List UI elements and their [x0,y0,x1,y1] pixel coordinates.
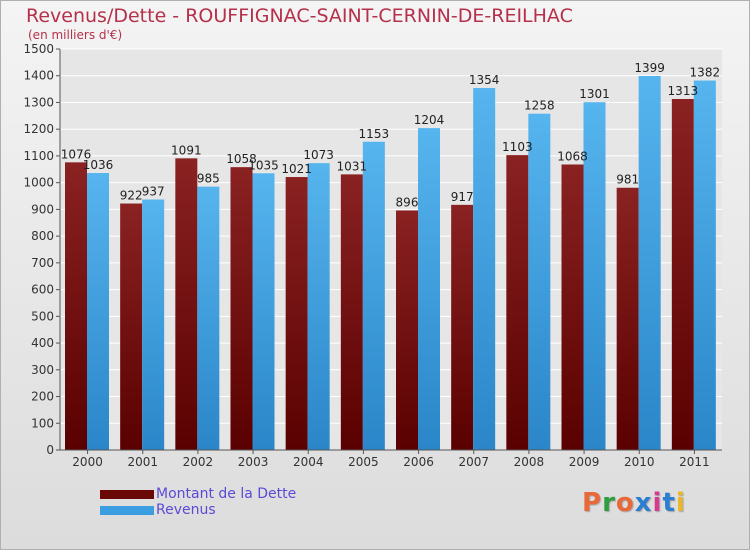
y-tick-label: 1200 [23,122,54,136]
data-label-dette-2009: 1068 [557,149,588,163]
bar-revenus-2007 [473,88,496,450]
chart-title: Revenus/Dette - ROUFFIGNAC-SAINT-CERNIN-… [26,5,573,27]
data-label-revenus-2003: 1035 [248,158,279,172]
bar-dette-2011 [671,98,694,450]
y-tick-label: 1500 [23,42,54,56]
data-label-revenus-2002: 985 [197,172,220,186]
bar-revenus-2011 [693,80,716,450]
data-label-dette-2007: 917 [451,190,474,204]
legend: Montant de la Dette Revenus [100,486,296,518]
data-label-dette-2000: 1076 [61,147,92,161]
data-label-revenus-2009: 1301 [579,87,610,101]
logo-letter: r [602,488,616,518]
bar-revenus-2001 [142,199,165,450]
data-label-revenus-2004: 1073 [303,148,334,162]
bar-dette-2004 [285,177,308,450]
legend-swatch-revenus [100,505,154,515]
x-tick-label: 2008 [514,455,545,469]
data-label-revenus-2008: 1258 [524,99,555,113]
legend-label-dette: Montant de la Dette [156,486,297,502]
logo-letter: i [675,488,686,518]
data-label-dette-2008: 1103 [502,140,533,154]
bar-dette-2000 [65,162,87,450]
x-tick-label: 2001 [127,455,158,469]
y-tick-label: 200 [31,390,54,404]
bar-dette-2007 [451,204,474,450]
plot-area [60,49,722,450]
y-tick-label: 400 [31,336,54,350]
data-label-dette-2011: 1313 [668,84,699,98]
x-tick-label: 2009 [569,455,600,469]
x-tick-label: 2005 [348,455,379,469]
data-label-revenus-2010: 1399 [634,61,665,75]
bar-revenus-2002 [197,186,220,450]
data-label-dette-2004: 1021 [281,162,312,176]
bar-revenus-2006 [418,128,440,450]
bar-dette-2006 [396,210,418,450]
y-tick-label: 0 [46,443,54,457]
bar-dette-2001 [120,203,143,450]
logo-letter: i [652,488,663,518]
logo-letter: x [634,488,653,518]
data-label-revenus-2005: 1153 [359,127,390,141]
x-tick-label: 2006 [403,455,434,469]
logo-letter: o [615,488,635,518]
proxiti-logo: Proxiti [582,488,686,518]
bar-dette-2003 [230,167,253,451]
data-label-revenus-2000: 1036 [83,158,114,172]
y-tick-label: 900 [31,202,54,216]
bar-revenus-2003 [252,173,275,450]
x-tick-label: 2002 [183,455,214,469]
bar-dette-2002 [175,158,198,450]
bar-revenus-2008 [528,113,551,450]
bar-dette-2005 [340,174,363,450]
y-tick-label: 1100 [23,149,54,163]
y-tick-label: 300 [31,363,54,377]
chart-subtitle: (en milliers d'€) [28,28,123,42]
y-tick-label: 700 [31,256,54,270]
logo-letter: t [662,488,676,518]
bar-dette-2008 [506,155,529,450]
legend-swatch-dette [100,489,154,499]
data-label-dette-2005: 1031 [337,159,368,173]
x-tick-label: 2000 [72,455,103,469]
x-tick-label: 2003 [238,455,269,469]
y-tick-label: 1300 [23,95,54,109]
bar-dette-2009 [561,164,584,450]
data-label-revenus-2007: 1354 [469,73,500,87]
y-tick-label: 800 [31,229,54,243]
data-label-revenus-2001: 937 [142,185,165,199]
x-tick-label: 2010 [624,455,655,469]
legend-label-revenus: Revenus [156,502,216,518]
bar-dette-2010 [616,187,639,450]
data-label-revenus-2006: 1204 [414,113,445,127]
bar-revenus-2009 [583,102,606,450]
x-tick-label: 2004 [293,455,324,469]
y-tick-label: 100 [31,416,54,430]
y-tick-label: 1000 [23,176,54,190]
legend-item-revenus: Revenus [100,502,296,518]
bar-revenus-2000 [87,173,109,450]
legend-item-dette: Montant de la Dette [100,486,296,502]
data-label-dette-2003: 1058 [226,152,257,166]
x-tick-label: 2011 [679,455,710,469]
y-tick-label: 1400 [23,69,54,83]
x-tick-label: 2007 [458,455,489,469]
bar-revenus-2004 [307,163,330,450]
data-label-dette-2010: 981 [616,173,639,187]
bar-revenus-2010 [638,76,661,450]
y-tick-label: 600 [31,283,54,297]
data-label-dette-2001: 922 [120,189,143,203]
data-label-dette-2002: 1091 [171,143,202,157]
logo-letter: P [582,488,603,518]
bar-revenus-2005 [362,141,385,451]
data-label-revenus-2011: 1382 [690,66,721,80]
data-label-dette-2006: 896 [396,195,419,209]
y-tick-label: 500 [31,309,54,323]
